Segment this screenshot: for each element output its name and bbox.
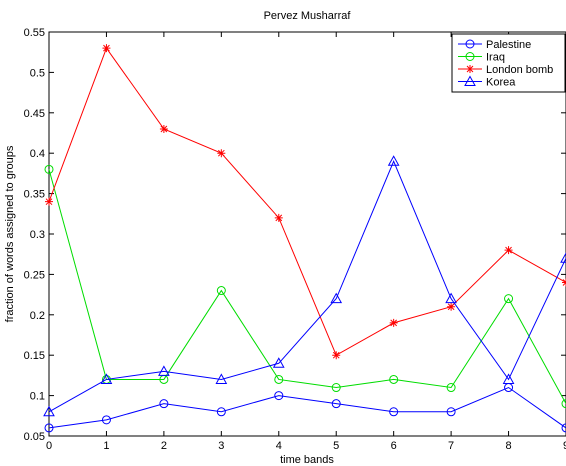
data-point [43,405,55,417]
data-point [330,292,343,304]
x-tick-label: 8 [505,440,511,452]
data-point [389,318,398,327]
legend-item: London bomb [458,64,553,76]
legend-item: Korea [458,75,516,89]
series-korea [43,155,566,417]
y-tick-label: 0.55 [24,27,45,39]
data-point [504,294,514,304]
data-point [331,383,341,393]
data-point [44,423,54,433]
data-point [447,302,456,311]
x-tick-label: 5 [333,440,339,452]
x-tick-label: 1 [103,440,109,452]
y-tick-label: 0.4 [30,148,45,160]
data-point [274,213,283,222]
y-tick-label: 0.3 [30,229,45,241]
series-line [48,47,566,356]
legend-label: Palestine [486,39,531,51]
y-tick-label: 0.1 [30,391,45,403]
data-point [561,423,566,433]
data-point [332,351,341,360]
data-point [215,373,228,384]
series-london-bomb [45,44,566,360]
data-point [446,383,456,393]
data-point [389,407,399,417]
x-tick-label: 7 [448,440,454,452]
y-axis: 0.05 0.1 0.15 0.2 0.25 0.3 0.35 0.4 0.45 0.5 0.55 [24,27,566,443]
data-point [159,399,169,409]
data-point [45,197,53,206]
legend-label: Iraq [486,52,505,64]
y-axis-label: fraction of words assigned to groups [4,145,16,322]
y-tick-label: 0.35 [24,189,45,201]
data-point [217,149,226,158]
data-point [502,373,515,384]
series-line [48,386,566,429]
data-point [561,399,566,409]
series-layer [43,44,566,433]
data-point [331,399,341,409]
data-point [102,44,111,53]
legend-swatch-marker [466,65,474,73]
y-tick-label: 0.2 [30,310,45,322]
series-palestine [44,383,566,433]
legend-label: London bomb [486,64,553,76]
legend-item: Iraq [458,52,505,64]
x-axis-label: time bands [280,454,334,466]
legend-swatch-marker [465,52,475,61]
data-point [274,374,284,384]
series-line [48,159,566,413]
data-point [101,415,111,425]
y-tick-label: 0.15 [24,350,45,362]
data-point [158,365,170,376]
x-tick-label: 4 [276,440,282,452]
x-tick-label: 0 [46,440,52,452]
y-tick-label: 0.5 [30,67,45,79]
data-point [274,391,284,401]
chart-title: Pervez Musharraf [264,10,352,22]
data-point [387,155,400,166]
x-tick-label: 6 [391,440,397,452]
data-point [272,357,285,368]
data-point [560,252,566,263]
data-point [100,373,113,384]
series-iraq [44,164,566,409]
data-point [504,246,513,255]
y-tick-label: 0.45 [24,108,45,120]
data-point [44,164,54,174]
x-tick-label: 2 [161,440,167,452]
y-tick-label: 0.25 [24,269,45,281]
data-point [216,286,226,296]
data-point [389,374,399,384]
legend-item: Palestine [458,39,531,51]
data-point [445,292,457,304]
data-point [216,407,226,417]
x-axis: 0 1 2 3 4 5 6 7 8 9 [46,32,566,452]
series-line [48,169,566,404]
legend-label: Korea [486,77,516,89]
data-point [159,124,168,133]
y-tick-label: 0.05 [24,431,45,443]
data-point [446,407,456,417]
plot-frame [48,31,566,437]
legend-swatch-marker [465,39,475,49]
x-tick-label: 3 [218,440,224,452]
x-tick-label: 9 [563,440,566,452]
legend-swatch-marker [464,75,476,86]
